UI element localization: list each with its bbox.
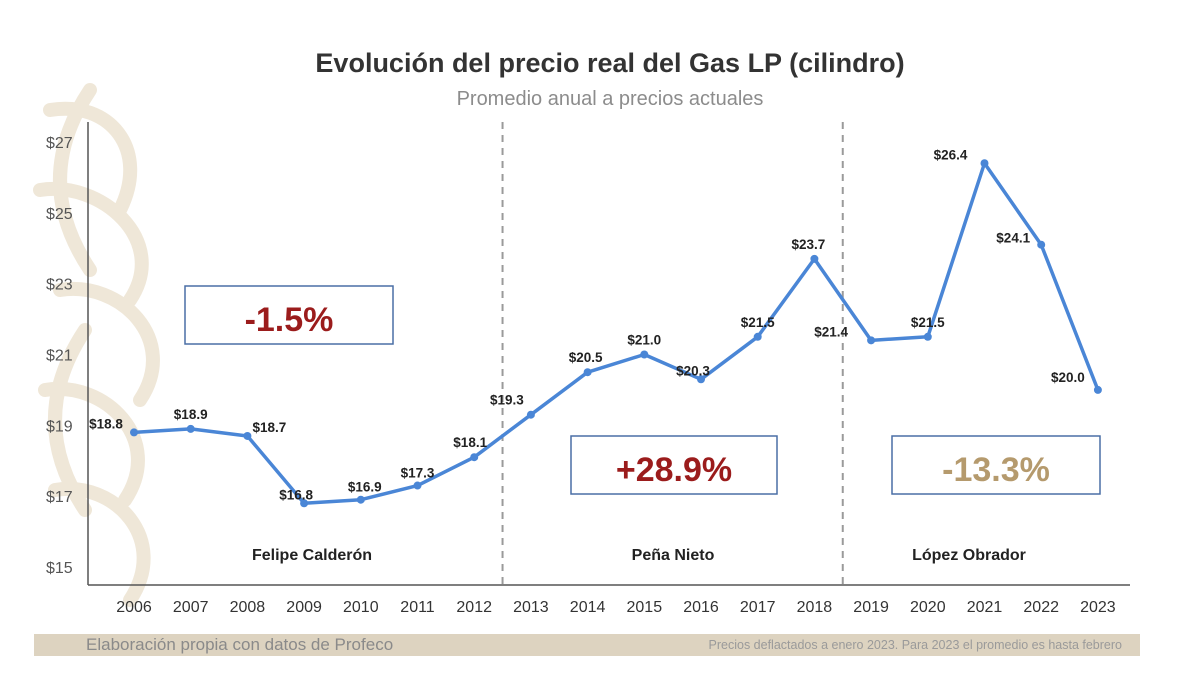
data-label: $17.3 (401, 466, 435, 481)
period-change-box (570, 435, 778, 495)
x-tick-label: 2011 (400, 599, 435, 616)
y-tick-label: $23 (46, 277, 73, 294)
data-point (413, 481, 422, 490)
data-point (186, 424, 195, 433)
x-tick-label: 2015 (627, 599, 663, 616)
series-line (133, 161, 1100, 505)
data-label: $21.4 (814, 324, 848, 339)
x-tick-label: 2006 (116, 599, 152, 616)
data-label: $18.1 (453, 435, 487, 450)
data-label: $21.0 (627, 333, 661, 348)
y-tick-label: $27 (46, 135, 73, 152)
period-change-value: -1.5% (245, 301, 334, 339)
data-point (583, 368, 592, 377)
data-label: $20.0 (1051, 370, 1085, 385)
period-name-label: López Obrador (912, 547, 1026, 564)
data-label: $21.5 (741, 315, 775, 330)
y-tick-label: $25 (46, 206, 73, 223)
data-label: $23.7 (792, 237, 826, 252)
period-change-value: +28.9% (616, 451, 732, 489)
data-point (1037, 240, 1046, 249)
x-tick-label: 2016 (683, 599, 719, 616)
chart-title: Evolución del precio real del Gas LP (ci… (315, 48, 905, 78)
data-point (753, 332, 762, 341)
data-label: $26.4 (934, 147, 968, 162)
data-point (300, 499, 309, 508)
data-point (130, 428, 138, 437)
x-tick-label: 2009 (286, 599, 322, 616)
x-tick-label: 2020 (910, 599, 946, 616)
data-point (526, 410, 535, 419)
x-tick-label: 2008 (230, 599, 266, 616)
period-change-value: -13.3% (942, 451, 1050, 489)
data-label: $16.9 (348, 480, 382, 495)
footer-bar (34, 634, 1140, 656)
data-point (867, 336, 876, 345)
data-point (1093, 385, 1102, 394)
data-label: $16.8 (279, 487, 313, 502)
x-tick-label: 2007 (173, 599, 209, 616)
y-tick-label: $17 (46, 489, 73, 506)
period-name-label: Peña Nieto (632, 547, 715, 564)
chart-subtitle: Promedio anual a precios actuales (456, 88, 764, 110)
y-tick-label: $15 (46, 560, 73, 577)
data-label: $18.9 (174, 407, 208, 422)
x-tick-label: 2010 (343, 599, 379, 616)
data-point (980, 159, 989, 168)
x-tick-label: 2022 (1023, 599, 1059, 616)
period-change-box (891, 435, 1101, 495)
data-label: $21.5 (911, 315, 945, 330)
data-label: $24.1 (996, 231, 1030, 246)
x-tick-label: 2017 (740, 599, 776, 616)
x-tick-label: 2014 (570, 599, 606, 616)
footer-note: Precios deflactados a enero 2023. Para 2… (708, 638, 1122, 652)
data-label: $18.7 (253, 420, 287, 435)
data-label: $19.3 (490, 393, 524, 408)
period-change-box (184, 285, 394, 345)
data-point (470, 453, 479, 462)
data-point (243, 431, 252, 440)
period-name-label: Felipe Calderón (252, 547, 372, 564)
x-tick-label: 2023 (1080, 599, 1116, 616)
data-point (640, 350, 649, 359)
data-point (810, 254, 819, 263)
data-label: $20.5 (569, 350, 603, 365)
data-point (697, 375, 705, 384)
x-tick-label: 2012 (456, 599, 492, 616)
data-point (923, 332, 932, 341)
y-tick-label: $21 (46, 348, 73, 365)
y-tick-label: $19 (46, 418, 73, 435)
x-tick-label: 2021 (967, 599, 1003, 616)
data-label: $20.3 (676, 363, 710, 378)
footer-source: Elaboración propia con datos de Profeco (86, 635, 394, 654)
data-point (356, 495, 365, 504)
x-tick-label: 2013 (513, 599, 549, 616)
x-tick-label: 2019 (853, 599, 889, 616)
data-label: $18.8 (89, 416, 123, 431)
x-tick-label: 2018 (797, 599, 833, 616)
